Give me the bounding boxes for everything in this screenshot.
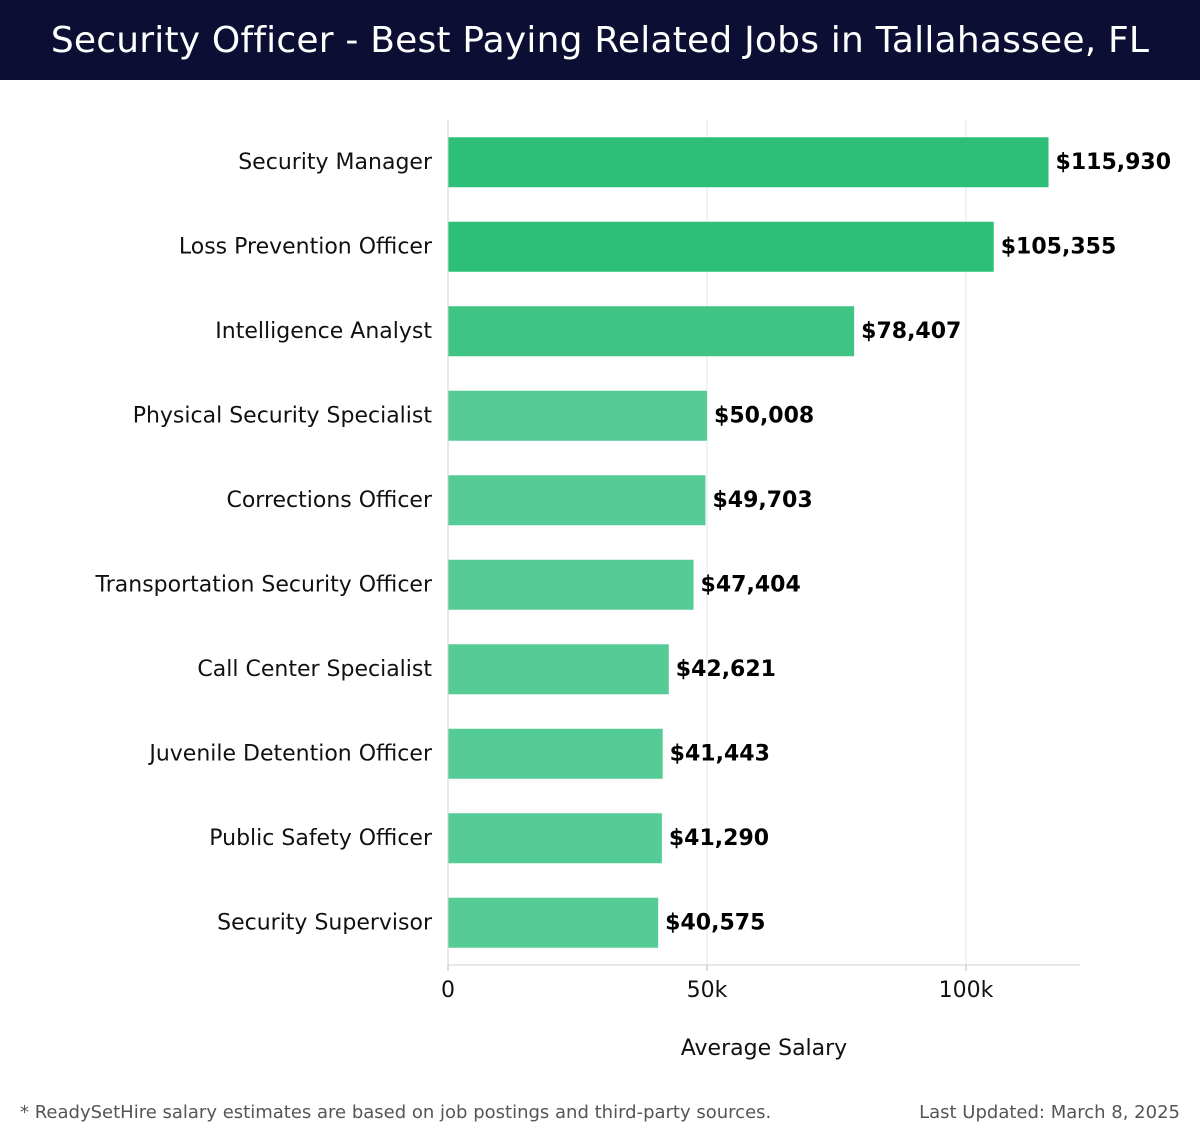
x-tick-label: 0 [441, 978, 455, 1003]
x-tick-label: 100k [939, 978, 994, 1003]
footer: * ReadySetHire salary estimates are base… [0, 1098, 1200, 1128]
value-label: $49,703 [712, 488, 812, 513]
bar [448, 221, 994, 272]
category-label: Intelligence Analyst [215, 319, 432, 344]
chart-title: Security Officer - Best Paying Related J… [50, 19, 1150, 61]
x-tick-label: 50k [687, 978, 728, 1003]
value-label: $41,443 [670, 741, 770, 766]
bar [448, 137, 1049, 188]
category-label: Corrections Officer [226, 488, 432, 513]
last-updated: Last Updated: March 8, 2025 [919, 1102, 1180, 1123]
bars [448, 137, 1049, 948]
category-label: Transportation Security Officer [95, 572, 433, 597]
bar [448, 644, 669, 695]
bar [448, 475, 706, 526]
bar [448, 728, 663, 779]
value-label: $42,621 [676, 657, 776, 682]
category-label: Public Safety Officer [209, 826, 433, 851]
category-label: Security Supervisor [217, 910, 433, 935]
value-labels: $115,930 $105,355 $78,407 $50,008 $49,703 $47… [665, 150, 1171, 936]
value-label: $50,008 [714, 403, 814, 428]
value-label: $115,930 [1056, 150, 1172, 175]
category-label: Juvenile Detention Officer [147, 741, 433, 766]
value-label: $41,290 [669, 826, 769, 851]
category-label: Call Center Specialist [197, 657, 432, 682]
category-label: Security Manager [238, 150, 433, 175]
x-axis-title: Average Salary [681, 1036, 847, 1061]
value-label: $105,355 [1001, 234, 1117, 259]
bar [448, 813, 662, 864]
value-label: $78,407 [861, 319, 961, 344]
footer-note: * ReadySetHire salary estimates are base… [20, 1102, 772, 1123]
salary-bar-chart: Security Manager Loss Prevention Officer I… [95, 120, 1171, 1061]
value-label: $47,404 [701, 572, 801, 597]
bar [448, 306, 855, 357]
value-label: $40,575 [665, 910, 765, 935]
x-axis: 0 50k 100k Average Salary [441, 120, 1080, 1061]
category-label: Physical Security Specialist [133, 403, 433, 428]
bar [448, 559, 694, 610]
category-labels: Security Manager Loss Prevention Officer I… [95, 150, 433, 936]
bar [448, 897, 659, 948]
chart-header: Security Officer - Best Paying Related J… [0, 0, 1200, 80]
bar [448, 390, 708, 441]
category-label: Loss Prevention Officer [179, 234, 433, 259]
